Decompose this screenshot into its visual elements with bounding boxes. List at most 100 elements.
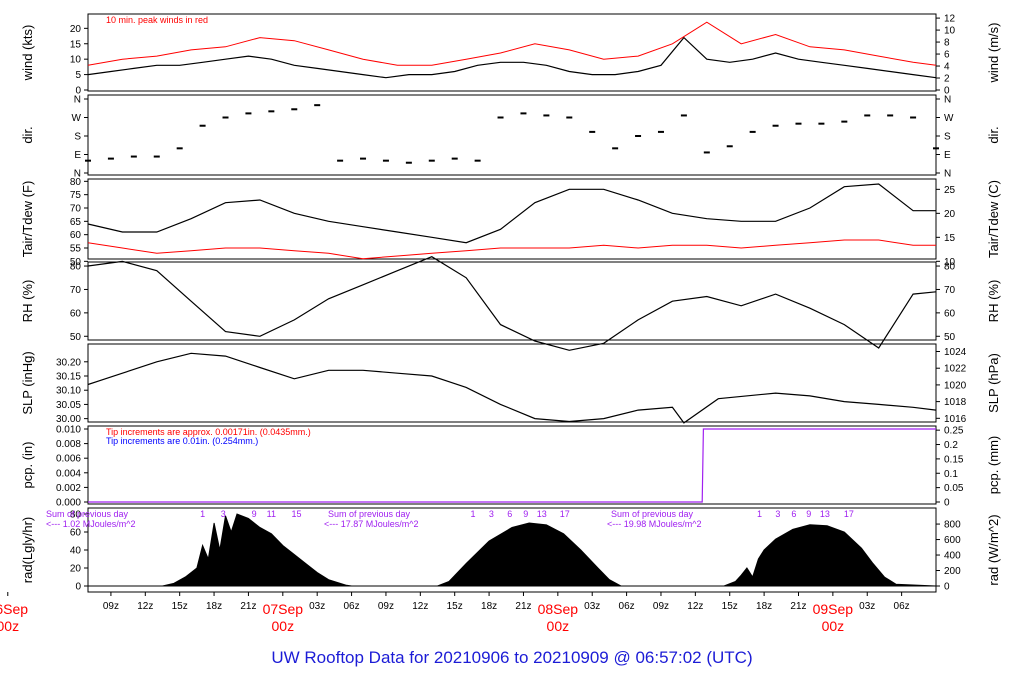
- rh-ytick-label: 60: [70, 308, 82, 319]
- pcp-ytick-right-label: 0.25: [944, 426, 964, 437]
- dir-panel-frame: [87, 94, 937, 176]
- x-tick-label: 15z: [447, 601, 463, 612]
- dir-ytick-label: E: [74, 150, 81, 161]
- rad-sum-annotation: <--- 1.02 MJoules/m^2: [46, 519, 136, 529]
- rad-sum-annotation: Sum of previous day: [611, 509, 694, 519]
- dir-point: [176, 147, 183, 150]
- x-tick-label: 09z: [378, 601, 394, 612]
- wind-ytick-right-label: 0: [944, 86, 950, 97]
- dir-point: [520, 112, 527, 115]
- dir-point: [291, 108, 298, 111]
- pcp-series-1: [88, 428, 936, 503]
- pcp-ytick-right-label: 0.2: [944, 440, 958, 451]
- wind-series-2: [87, 21, 937, 66]
- x-tick-label: 21z: [790, 601, 806, 612]
- rad-hour-mark: 17: [560, 509, 570, 519]
- rad-ytick-right-label: 600: [944, 535, 961, 546]
- rad-hour-mark: 1: [757, 509, 762, 519]
- rad-ytick-label: 0: [75, 582, 81, 593]
- dir-point: [85, 159, 91, 162]
- temp-ytick-right-label: 25: [944, 185, 956, 196]
- dir-point: [612, 147, 619, 150]
- rad-ylabel: rad(Lgly/hr): [20, 517, 35, 583]
- slp-ytick-right-label: 1022: [944, 364, 967, 375]
- dir-point: [841, 120, 848, 123]
- x-tick-label: 03z: [859, 601, 875, 612]
- temp-ytick-label: 80: [70, 177, 82, 188]
- dir-point: [543, 114, 550, 117]
- dir-point: [107, 157, 114, 160]
- dir-ytick-right-label: N: [944, 169, 951, 180]
- dir-ytick-label: N: [74, 169, 81, 180]
- temp-panel-frame: [87, 178, 937, 260]
- rad-sum-annotation: <--- 19.98 MJoules/m^2: [607, 519, 702, 529]
- temp-ytick-right-label: 15: [944, 233, 956, 244]
- slp-ytick-right-label: 1016: [944, 414, 967, 425]
- rad-ytick-label: 20: [70, 564, 82, 575]
- dir-ytick-label: N: [74, 95, 81, 106]
- dir-point: [772, 124, 779, 127]
- rad-ytick-right-label: 400: [944, 551, 961, 562]
- dir-point: [635, 135, 642, 137]
- wind-ytick-label: 15: [70, 39, 82, 50]
- pcp-ytick-label: 0.004: [56, 468, 81, 479]
- wind-ytick-right-label: 2: [944, 74, 950, 85]
- rh-ytick-label: 50: [70, 332, 82, 343]
- pcp-ytick-label: 0.010: [56, 425, 81, 436]
- temp-ylabel: Tair/Tdew (F): [20, 181, 35, 258]
- slp-panel-frame: [87, 343, 937, 423]
- x-tick-label: 06z: [619, 601, 635, 612]
- dir-point: [657, 130, 664, 133]
- rad-sum-annotation: <--- 17.87 MJoules/m^2: [324, 519, 419, 529]
- day-label-hour: 00z: [272, 618, 295, 634]
- wind-ytick-label: 5: [75, 70, 81, 81]
- wind-ytick-label: 20: [70, 24, 82, 35]
- dir-point: [474, 159, 481, 162]
- dir-point: [749, 130, 756, 133]
- rad-hour-mark: 3: [775, 509, 780, 519]
- dir-point: [245, 112, 252, 115]
- slp-ytick-label: 30.00: [56, 414, 81, 425]
- rad-hour-mark: 13: [537, 509, 547, 519]
- pcp-ytick-label: 0.000: [56, 498, 81, 509]
- dir-ytick-right-label: S: [944, 132, 951, 143]
- rad-hour-mark: 9: [806, 509, 811, 519]
- rh-ylabel: RH (%): [20, 280, 35, 323]
- rad-ylabel-right: rad (W/m^2): [986, 514, 1001, 585]
- dir-point: [566, 116, 573, 119]
- rad-ytick-right-label: 0: [944, 582, 950, 593]
- temp-ytick-right-label: 10: [944, 257, 956, 268]
- pcp-ytick-right-label: 0.15: [944, 454, 964, 465]
- wind-series-1: [87, 36, 937, 79]
- rad-hour-mark: 9: [252, 509, 257, 519]
- dir-point: [222, 116, 229, 119]
- rh-series-1: [87, 256, 937, 351]
- wind-ytick-right-label: 4: [944, 62, 950, 73]
- x-tick-label: 03z: [584, 601, 600, 612]
- dir-point: [703, 151, 710, 154]
- slp-ytick-right-label: 1018: [944, 397, 967, 408]
- temp-ytick-label: 50: [70, 257, 82, 268]
- dir-point: [933, 147, 939, 150]
- pcp-annotation-red: Tip increments are approx. 0.00171in. (0…: [106, 427, 311, 437]
- x-tick-label: 06z: [894, 601, 910, 612]
- wind-ytick-label: 10: [70, 55, 82, 66]
- rh-ytick-right-label: 60: [944, 308, 956, 319]
- dir-point: [428, 159, 435, 162]
- dir-point: [818, 122, 825, 125]
- dir-point: [910, 116, 917, 119]
- pcp-ytick-right-label: 0.05: [944, 483, 964, 494]
- x-tick-label: 21z: [515, 601, 531, 612]
- dir-point: [337, 159, 344, 162]
- day-label-date: 09Sep: [813, 601, 854, 617]
- footer-title: UW Rooftop Data for 20210906 to 20210909…: [271, 648, 753, 667]
- slp-ytick-label: 30.10: [56, 386, 81, 397]
- slp-series-1: [87, 352, 937, 424]
- x-tick-label: 18z: [756, 601, 772, 612]
- rh-ylabel-right: RH (%): [986, 280, 1001, 323]
- wind-ytick-right-label: 10: [944, 26, 956, 37]
- dir-ylabel: dir.: [20, 126, 35, 143]
- rad-hour-mark: 3: [489, 509, 494, 519]
- dir-ylabel-right: dir.: [986, 126, 1001, 143]
